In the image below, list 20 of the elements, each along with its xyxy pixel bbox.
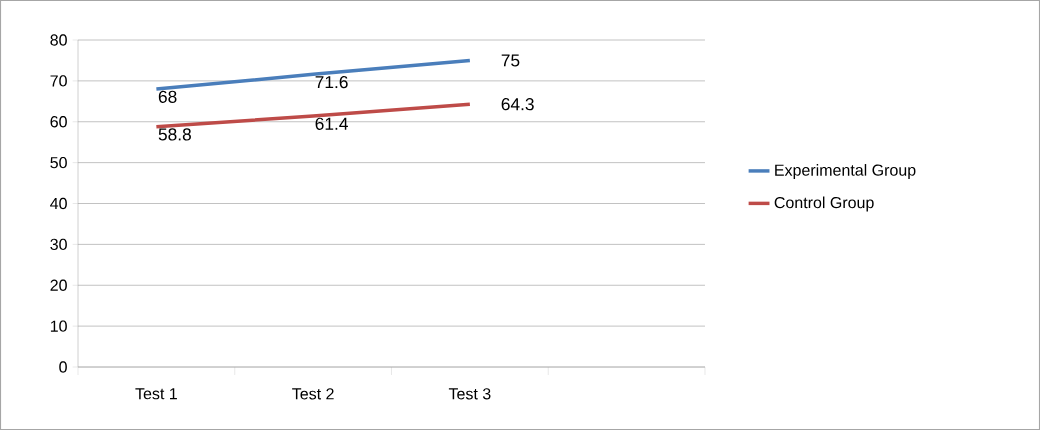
data-label: 64.3: [501, 98, 534, 111]
y-tick-label: 70: [50, 75, 67, 87]
data-label: 61.4: [315, 117, 348, 130]
legend-label: Control Group: [774, 196, 874, 212]
x-tick-label: Test 1: [135, 388, 177, 400]
y-tick-label: 30: [50, 238, 67, 251]
data-label: 71.6: [315, 75, 348, 89]
data-label: 75: [501, 54, 520, 67]
legend-label: Experimental Group: [775, 164, 916, 179]
x-tick-label: Test 3: [448, 388, 491, 400]
x-tick-label: Test 2: [292, 388, 334, 400]
y-tick-label: 40: [50, 197, 67, 210]
data-label: 58.8: [158, 128, 191, 141]
y-tick-label: 50: [50, 156, 67, 169]
y-tick-label: 0: [59, 361, 67, 373]
y-tick-label: 10: [50, 320, 67, 332]
y-tick-label: 60: [50, 116, 67, 128]
y-tick-label: 80: [50, 34, 67, 46]
y-tick-label: 20: [50, 279, 67, 291]
data-label: 68: [158, 90, 177, 103]
